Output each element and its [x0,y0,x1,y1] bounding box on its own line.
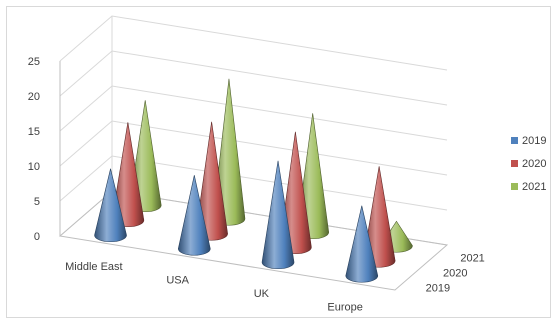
cone-body [94,168,127,243]
gridline [59,120,448,176]
legend: 2019 2020 2021 [511,135,546,193]
category-tick-label: UK [254,288,270,300]
legend-label: 2021 [522,181,546,193]
y-tick-label: 15 [28,126,40,138]
cone [94,168,127,243]
y-axis-ticks: 0 5 10 15 20 25 [28,56,40,243]
y-tick-label: 20 [28,91,40,103]
cone-body [345,205,379,283]
floor [58,190,449,291]
legend-entry: 2020 [511,158,546,170]
cone [345,205,379,283]
gridline [59,15,448,71]
cone-body [177,175,211,256]
y-tick-label: 25 [28,56,40,68]
category-tick-label: Europe [327,301,362,313]
legend-swatch [511,160,518,167]
depth-axis-ticks: 2019 2020 2021 [426,253,485,295]
category-axis-ticks: Middle East USA UK Europe [65,261,363,314]
gridline [59,85,448,141]
cones [94,78,413,283]
category-tick-label: USA [166,274,189,286]
depth-tick-label: 2021 [460,253,484,265]
cone-body [261,160,295,270]
cone [177,175,211,256]
gridline [59,50,448,106]
legend-entry: 2021 [511,181,546,193]
y-tick-label: 5 [34,196,40,208]
category-tick-label: Middle East [65,261,122,273]
legend-entry: 2019 [511,135,546,147]
depth-tick-label: 2019 [426,283,450,295]
legend-label: 2020 [522,158,546,170]
depth-tick-label: 2020 [443,268,467,280]
cone [261,160,295,270]
y-tick-label: 10 [28,161,40,173]
y-tick-label: 0 [34,231,40,243]
legend-swatch [511,183,518,190]
legend-label: 2019 [522,135,546,147]
legend-swatch [511,137,518,144]
axes [58,61,449,291]
